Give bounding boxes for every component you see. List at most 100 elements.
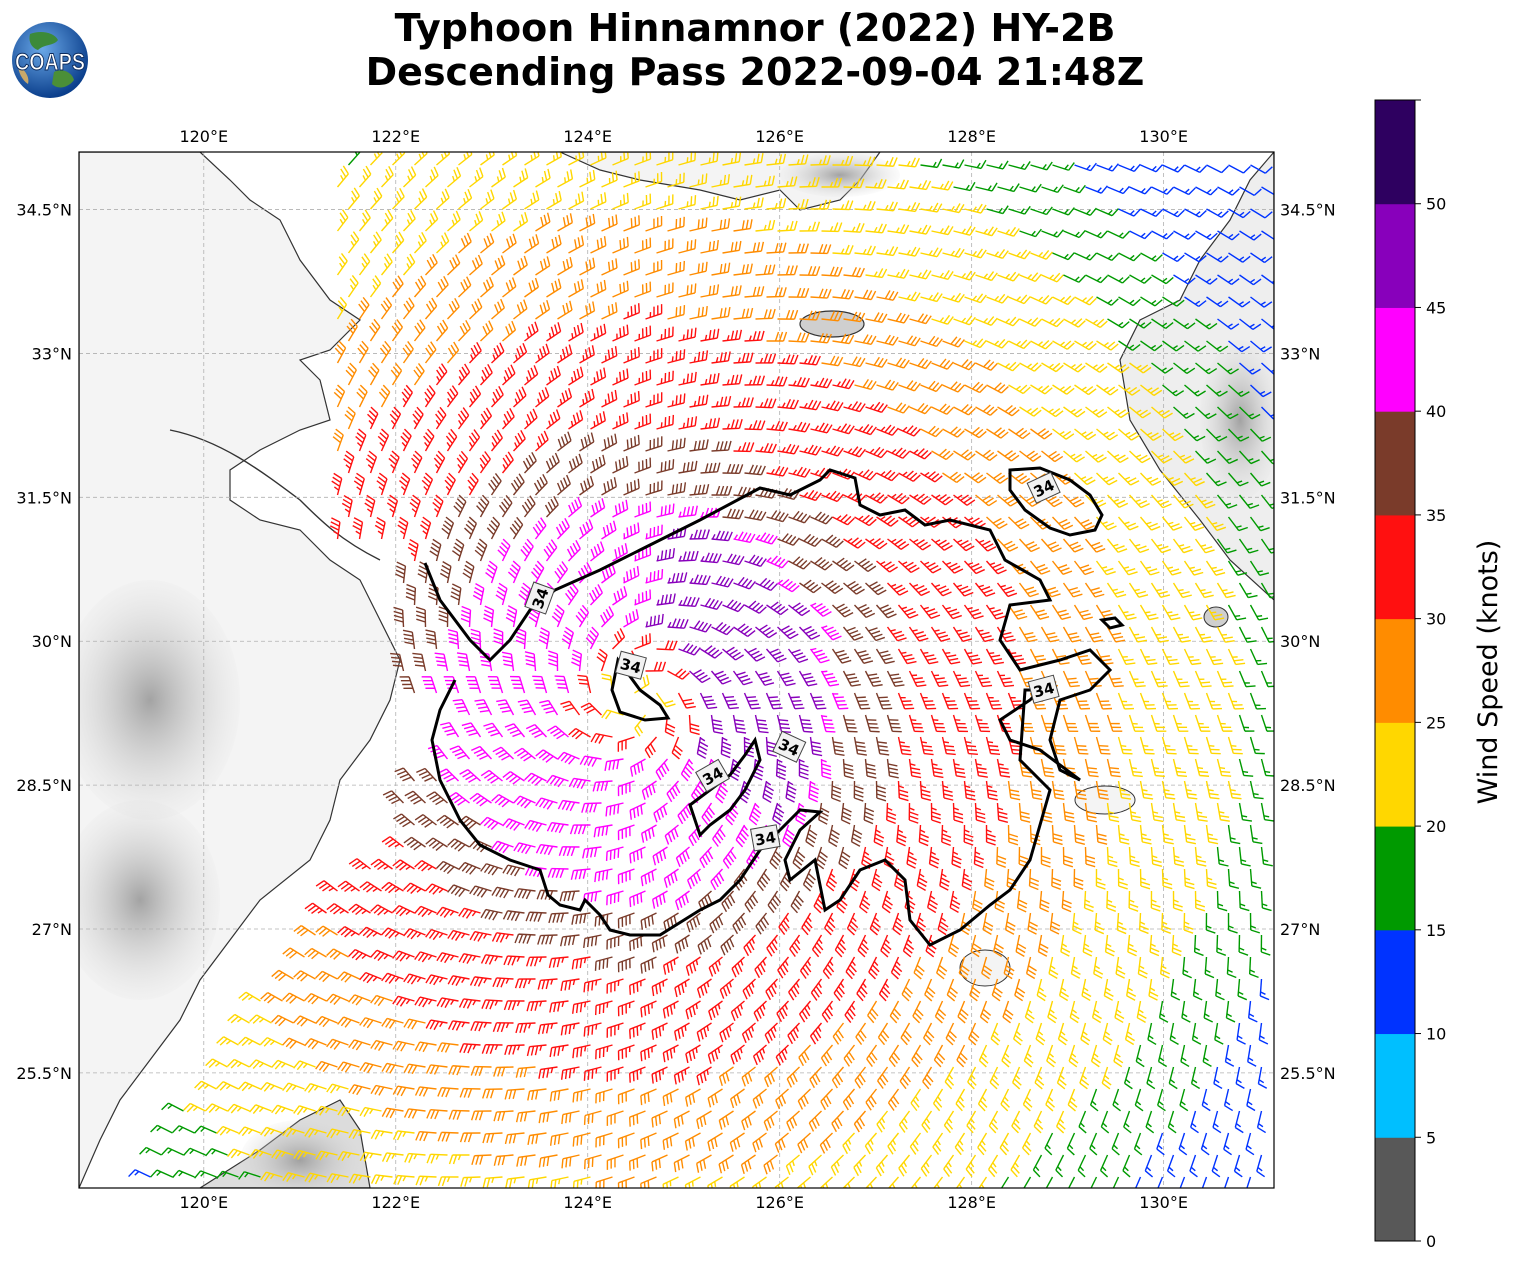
- wind-barb: [590, 367, 607, 386]
- wind-barb: [535, 168, 551, 188]
- wind-barb: [469, 167, 484, 188]
- wind-barb: [634, 193, 652, 210]
- wind-barb: [1140, 164, 1163, 173]
- wind-barb: [920, 202, 943, 213]
- wind-barb: [336, 253, 348, 276]
- lat-tick-label-left: 27°N: [32, 920, 72, 939]
- wind-barb: [898, 335, 921, 347]
- wind-barb: [612, 280, 629, 298]
- wind-barb: [964, 248, 987, 259]
- wind-barb: [1228, 340, 1251, 353]
- title-line-1: Typhoon Hinnamnor (2022) HY-2B: [394, 6, 1116, 50]
- wind-barb: [722, 374, 743, 386]
- wind-barb: [1030, 250, 1053, 260]
- wind-barb: [1250, 208, 1273, 219]
- wind-barb: [1195, 274, 1218, 285]
- wind-barb: [920, 380, 943, 393]
- lat-tick-label-left: 31.5°N: [16, 488, 72, 507]
- wind-barb: [480, 320, 494, 342]
- wind-barb: [1129, 318, 1152, 329]
- wind-barb: [733, 307, 754, 320]
- wind-barb: [425, 210, 439, 232]
- wind-barb: [656, 152, 674, 166]
- wind-barb: [843, 356, 866, 368]
- wind-barb: [1118, 384, 1141, 396]
- colorbar-tick-label: 40: [1426, 402, 1446, 421]
- wind-barb: [1129, 274, 1152, 284]
- wind-barb: [1206, 208, 1229, 218]
- wind-barb: [788, 154, 809, 166]
- wind-barb: [722, 329, 743, 342]
- wind-barb: [458, 189, 473, 210]
- wind-barb: [645, 304, 663, 320]
- wind-barb: [1063, 274, 1086, 283]
- wind-barb: [909, 358, 932, 370]
- wind-barb: [524, 408, 538, 430]
- wind-barb: [711, 351, 731, 364]
- wind-barb: [700, 328, 720, 342]
- wind-barb: [887, 268, 910, 279]
- wind-barb: [887, 312, 910, 324]
- wind-barb: [623, 171, 641, 188]
- wind-barb: [458, 232, 472, 254]
- wind-barb: [1074, 340, 1097, 351]
- wind-barb: [1041, 184, 1064, 194]
- lat-tick-label-left: 34.5°N: [16, 201, 72, 220]
- wind-barb: [413, 231, 427, 254]
- wind-barb: [821, 266, 843, 277]
- wind-barb: [358, 165, 372, 188]
- wind-barb: [557, 387, 573, 408]
- contour-label: 34: [749, 824, 781, 852]
- wind-barb: [468, 385, 482, 408]
- wind-barb: [1162, 384, 1185, 397]
- colorbar-swatch: [1375, 826, 1415, 931]
- wind-barb: [1052, 162, 1075, 171]
- wind-barb: [810, 288, 832, 299]
- lon-tick-label-bottom: 124°E: [563, 1193, 612, 1212]
- wind-barb: [975, 359, 998, 371]
- wind-barb: [832, 200, 854, 211]
- wind-barb: [777, 309, 799, 320]
- wind-barb: [391, 187, 405, 210]
- wind-barb: [788, 243, 809, 254]
- wind-barb: [777, 220, 798, 232]
- wind-barb: [1019, 362, 1042, 372]
- wind-barb: [623, 215, 641, 232]
- wind-barb: [513, 212, 529, 232]
- wind-barb: [435, 319, 449, 342]
- wind-barb: [491, 255, 506, 276]
- wind-barb: [656, 238, 674, 254]
- wind-barb: [1140, 340, 1163, 352]
- wind-barb: [986, 427, 1009, 439]
- wind-barb: [1063, 362, 1086, 373]
- wind-barb: [424, 253, 438, 276]
- wind-barb: [535, 343, 550, 364]
- wind-barb: [457, 319, 471, 342]
- wind-barb: [557, 344, 573, 364]
- wind-barb: [557, 256, 573, 276]
- wind-barb: [953, 270, 976, 281]
- lon-tick-label-bottom: 128°E: [947, 1193, 996, 1212]
- lon-tick-label-bottom: 130°E: [1139, 1193, 1188, 1212]
- wind-barb: [689, 217, 708, 232]
- wind-barb: [953, 359, 976, 371]
- wind-barb: [722, 152, 742, 166]
- wind-barb: [832, 333, 855, 345]
- wind-barb: [766, 331, 788, 342]
- wind-barb: [788, 421, 811, 433]
- wind-barb: [942, 203, 965, 214]
- wind-barb: [524, 365, 539, 386]
- wind-barb: [1118, 296, 1141, 307]
- colorbar-tick-label: 25: [1426, 713, 1446, 732]
- wind-barb: [1030, 384, 1053, 395]
- lat-tick-label-right: 27°N: [1280, 920, 1320, 939]
- wind-barb: [920, 247, 943, 258]
- colorbar-swatch: [1375, 722, 1415, 827]
- wind-barb: [645, 348, 663, 364]
- wind-barb: [1140, 296, 1163, 307]
- wind-barb: [513, 299, 528, 320]
- wind-barb: [1184, 164, 1207, 174]
- colorbar-tick-label: 50: [1426, 195, 1446, 214]
- wind-barb: [1195, 230, 1218, 241]
- wind-barb: [1261, 230, 1274, 241]
